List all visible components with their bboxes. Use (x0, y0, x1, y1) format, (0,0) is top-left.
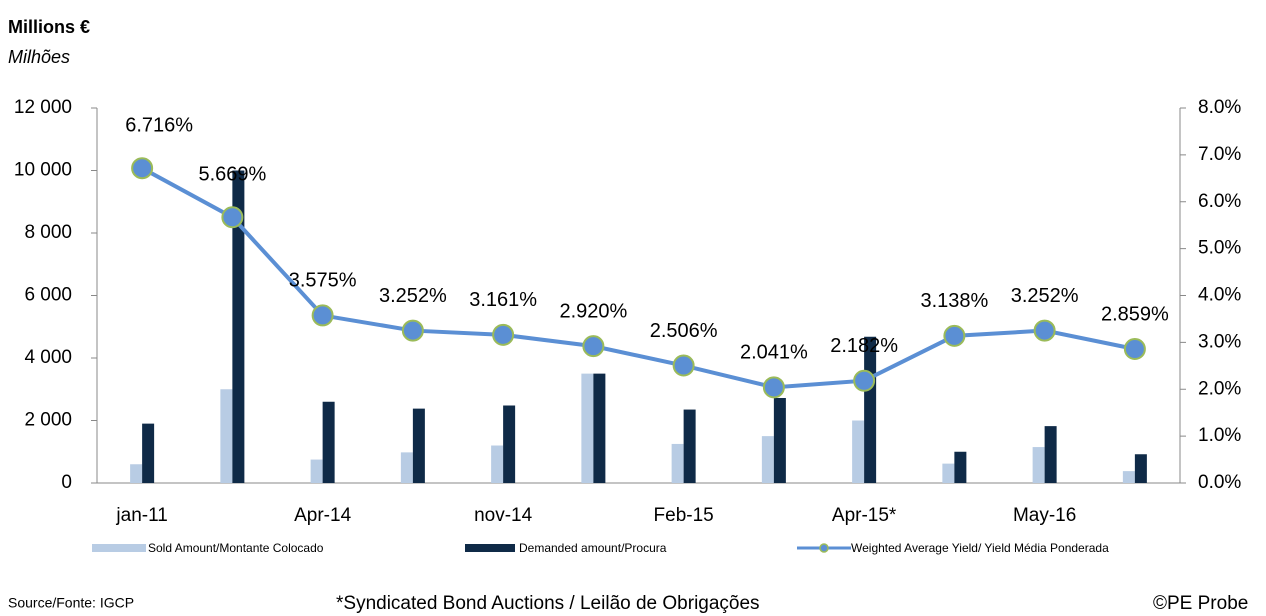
data-label: 2.506% (650, 320, 718, 342)
data-label: 2.920% (559, 300, 627, 322)
bar (864, 336, 877, 483)
bar (503, 405, 516, 483)
data-label: 3.138% (920, 290, 988, 312)
legend-swatch (92, 544, 146, 552)
bar (232, 170, 245, 483)
bar (412, 408, 425, 483)
bar (761, 436, 774, 483)
yield-marker (672, 354, 695, 377)
bar (1134, 454, 1147, 483)
y2-tick-label: 6.0% (1198, 191, 1241, 212)
bar (1122, 471, 1135, 483)
legend-label: Demanded amount/Procura (519, 541, 667, 555)
bar (142, 423, 155, 483)
yield-marker (401, 319, 424, 342)
data-label: 6.716% (125, 114, 193, 136)
x-tick-label: Apr-15* (832, 505, 897, 526)
legend-swatch (465, 544, 515, 552)
x-tick-label: Feb-15 (654, 505, 714, 526)
yield-marker (492, 323, 515, 346)
yield-marker (853, 369, 876, 392)
bar (852, 420, 865, 483)
data-label: 3.161% (469, 289, 537, 311)
bar (1044, 426, 1057, 483)
data-label: 5.669% (198, 164, 266, 186)
y-tick-label: 10 000 (14, 160, 72, 181)
data-label: 2.182% (830, 335, 898, 357)
bar (773, 398, 786, 483)
y-tick-label: 12 000 (14, 97, 72, 118)
bar (593, 373, 606, 483)
y2-tick-label: 2.0% (1198, 378, 1241, 399)
yield-marker (1033, 319, 1056, 342)
bar (671, 443, 684, 483)
source: Source/Fonte: IGCP (8, 595, 134, 611)
yield-marker (311, 304, 334, 327)
data-label: 3.575% (289, 270, 357, 292)
yield-marker (131, 157, 154, 180)
note: *Syndicated Bond Auctions / Leilão de Ob… (336, 593, 760, 614)
x-tick-label: May-16 (1013, 505, 1076, 526)
x-tick-label: jan-11 (115, 505, 167, 526)
y2-tick-label: 1.0% (1198, 425, 1241, 446)
bar (1032, 447, 1045, 483)
legend-label: Weighted Average Yield/ Yield Média Pond… (851, 541, 1109, 555)
y-tick-label: 2 000 (24, 410, 72, 431)
yield-marker (221, 206, 244, 229)
credit: ©PE Probe (1153, 593, 1248, 614)
x-tick-label: nov-14 (474, 505, 533, 526)
y2-tick-label: 4.0% (1198, 285, 1241, 306)
y-tick-label: 0 (61, 472, 72, 493)
y2-tick-label: 8.0% (1198, 97, 1241, 118)
bar (310, 459, 323, 483)
yield-marker (1123, 337, 1146, 360)
yield-marker (582, 335, 605, 358)
data-label: 2.041% (740, 342, 808, 364)
bar (220, 389, 233, 483)
bar (491, 445, 504, 483)
chart-title: Millions € (8, 17, 90, 37)
y-tick-label: 8 000 (24, 222, 72, 243)
chart-subtitle: Milhões (8, 47, 70, 67)
bar (683, 409, 696, 483)
y2-tick-label: 5.0% (1198, 238, 1241, 259)
bar (954, 451, 967, 483)
y-tick-label: 6 000 (24, 285, 72, 306)
legend-marker (819, 543, 829, 553)
y2-tick-label: 7.0% (1198, 144, 1241, 165)
data-label: 3.252% (1011, 285, 1079, 307)
yield-marker (943, 324, 966, 347)
data-label: 3.252% (379, 285, 447, 307)
legend-label: Sold Amount/Montante Colocado (148, 541, 324, 555)
y-tick-label: 4 000 (24, 347, 72, 368)
x-tick-label: Apr-14 (294, 505, 351, 526)
yield-marker (762, 376, 785, 399)
y2-tick-label: 0.0% (1198, 472, 1241, 493)
bar (322, 401, 335, 483)
yield-line (141, 166, 1136, 390)
bar (130, 464, 143, 483)
bar (581, 373, 594, 483)
bar (400, 452, 413, 483)
data-label: 2.859% (1101, 303, 1169, 325)
bar (942, 463, 955, 483)
y2-tick-label: 3.0% (1198, 331, 1241, 352)
